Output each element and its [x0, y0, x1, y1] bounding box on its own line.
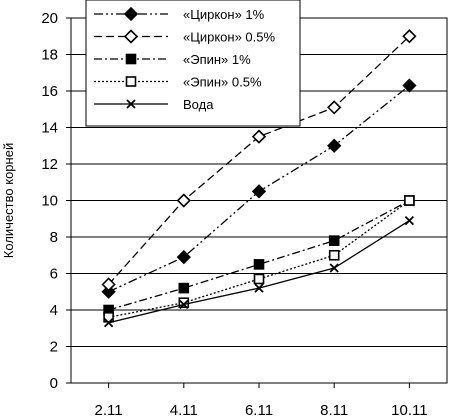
- data-point: [176, 193, 191, 208]
- y-tick-label: 18: [41, 47, 58, 64]
- data-point: [251, 184, 267, 199]
- y-tick-label: 0: [50, 375, 58, 392]
- legend-marker: [126, 99, 136, 109]
- data-point: [178, 282, 190, 294]
- legend-item: «Эпин» 0.5%: [94, 75, 262, 90]
- x-tick-label: 4.11: [170, 402, 198, 418]
- legend: «Циркон» 1% «Циркон» 0.5% «Эпин» 1% «Эпин» …: [85, 0, 301, 127]
- y-tick-label: 8: [50, 229, 58, 246]
- data-point: [176, 249, 191, 265]
- y-axis-ticks: 0 2 4 6 8 10 12 14 16 18 20: [41, 10, 71, 392]
- y-tick-label: 10: [41, 193, 58, 210]
- data-point: [178, 297, 190, 309]
- y-tick-label: 20: [41, 10, 58, 27]
- legend-label: Вода: [183, 97, 214, 112]
- series-line: [108, 199, 410, 311]
- legend-marker: [125, 53, 137, 65]
- data-point: [103, 318, 114, 328]
- series-line: [108, 220, 410, 324]
- y-tick-label: 2: [50, 339, 58, 356]
- data-point: [179, 299, 189, 310]
- y-axis-title: Количество корней: [1, 143, 16, 258]
- x-tick-label: 2.11: [95, 402, 123, 418]
- legend-label: «Эпин» 1%: [183, 52, 251, 67]
- legend-label: «Эпин» 0.5%: [183, 75, 262, 90]
- series-4: [103, 215, 415, 328]
- data-point: [327, 138, 342, 153]
- series-line: [108, 199, 410, 318]
- data-point: [254, 283, 264, 293]
- legend-marker: [123, 6, 139, 22]
- y-tick-label: 6: [50, 266, 58, 283]
- x-axis-ticks: 2.11 4.11 6.11 8.11 10.11: [95, 383, 428, 418]
- legend-marker: [123, 29, 139, 44]
- x-tick-label: 8.11: [320, 402, 348, 418]
- legend-label: «Циркон» 0.5%: [183, 30, 275, 45]
- data-point: [253, 273, 265, 285]
- series-1: [101, 29, 417, 292]
- data-point: [328, 235, 340, 246]
- legend-item: Вода: [94, 97, 214, 112]
- x-tick-label: 6.11: [245, 402, 273, 418]
- data-point: [402, 78, 417, 93]
- series-2: [103, 195, 415, 316]
- series-lines: [101, 29, 417, 328]
- series-3: [103, 195, 415, 323]
- data-point: [251, 129, 267, 144]
- legend-label: «Циркон» 1%: [183, 7, 265, 22]
- data-point: [101, 277, 116, 292]
- data-point: [329, 263, 339, 273]
- legend-marker: [125, 76, 137, 87]
- series-0: [101, 78, 417, 299]
- data-point: [404, 215, 415, 226]
- legend-item: «Циркон» 1%: [94, 6, 265, 22]
- legend-box: [85, 0, 301, 127]
- y-tick-label: 16: [41, 83, 58, 100]
- legend-item: «Циркон» 0.5%: [94, 29, 275, 45]
- y-tick-label: 14: [41, 120, 58, 137]
- legend-item: «Эпин» 1%: [94, 52, 251, 67]
- y-tick-label: 12: [41, 156, 58, 173]
- x-tick-label: 10.11: [391, 402, 427, 418]
- y-tick-label: 4: [50, 302, 58, 319]
- data-point: [402, 29, 417, 44]
- data-point: [327, 100, 342, 115]
- data-point: [404, 195, 415, 206]
- data-point: [101, 284, 116, 299]
- data-point: [328, 249, 340, 261]
- data-point: [253, 259, 265, 270]
